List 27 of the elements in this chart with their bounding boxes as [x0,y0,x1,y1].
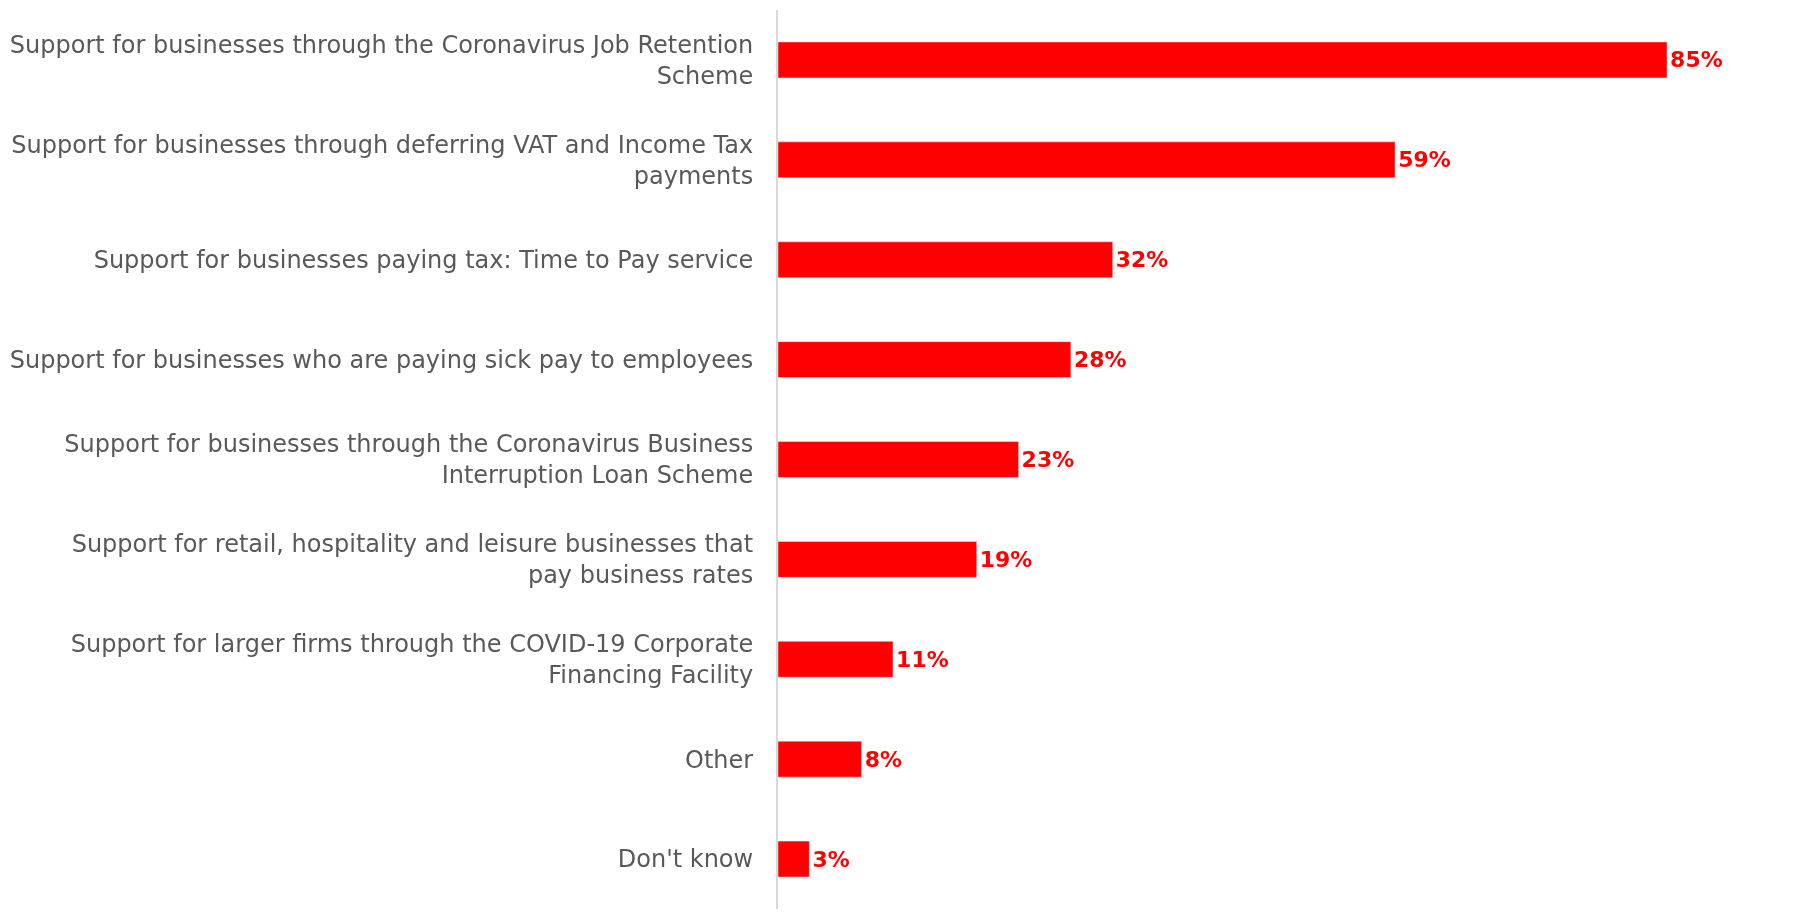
bar [778,141,1396,179]
y-tick-label: Support for businesses through the Coronavirus Job Retention Scheme [9,30,754,90]
bar [778,441,1019,478]
data-label: 3% [812,846,850,872]
bar [778,641,894,678]
data-label: 11% [896,646,949,672]
y-tick-label: Support for larger firms through the COVID-19 Corporate Financing Facility [70,630,754,690]
bar [778,41,1668,79]
data-label: 28% [1073,347,1127,373]
data-label: 8% [864,746,903,772]
y-tick-label: Support for businesses paying tax: Time to Pay service [93,246,754,275]
y-tick-label: Other [685,745,754,774]
data-label: 32% [1115,247,1169,273]
data-label: 85% [1670,47,1723,73]
data-label: 59% [1398,147,1451,173]
bar [778,241,1113,278]
bar [778,740,862,778]
data-label: 19% [979,546,1033,572]
bar [778,541,977,578]
bar [778,840,810,878]
bar [778,341,1072,378]
data-label: 23% [1021,447,1075,472]
y-tick-label: Don't know [617,845,754,874]
y-tick-label: Support for businesses who are paying sick pay to employees [9,346,754,375]
y-tick-label: Support for retail, hospitality and leisure businesses that pay business rates [71,530,754,590]
y-tick-label: Support for businesses through the Coronavirus Business Interruption Loan Scheme [64,430,754,490]
y-tick-label: Support for businesses through deferring VAT and Income Tax payments [11,130,754,190]
